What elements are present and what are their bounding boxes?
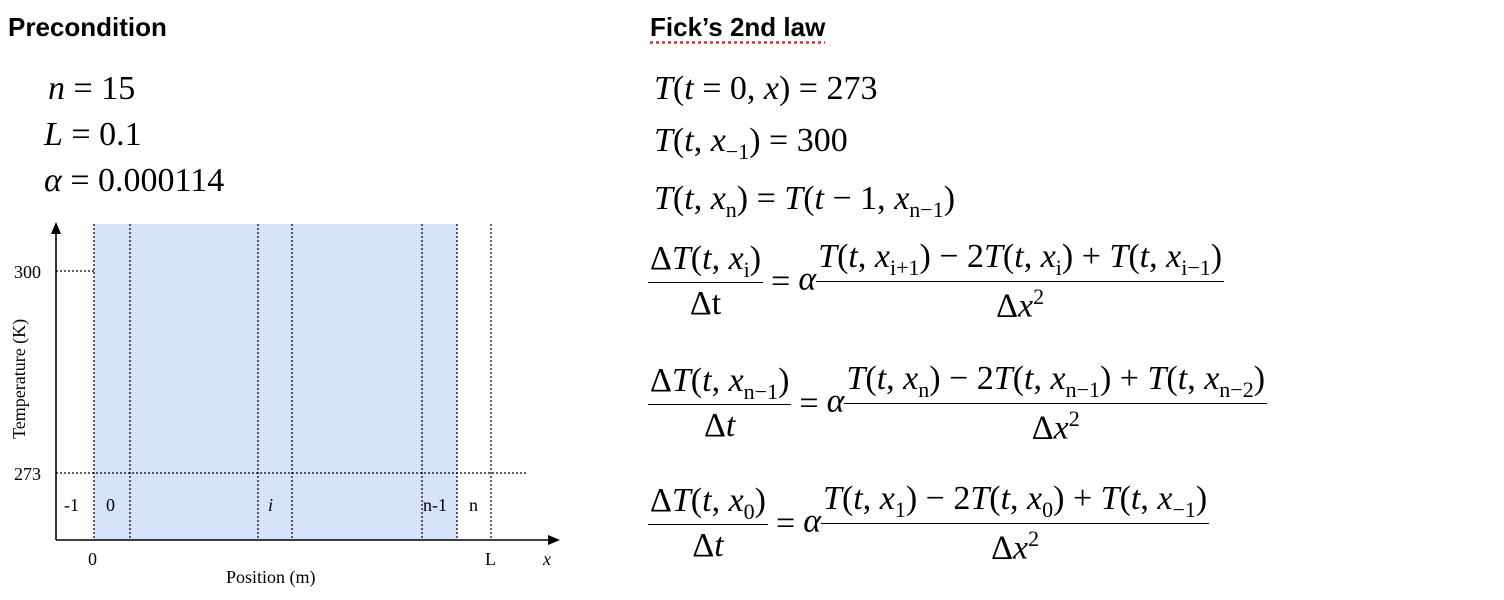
precondition-n: n = 15 <box>48 70 136 107</box>
eq-initial-condition: T(t = 0, x) = 273 <box>654 70 878 107</box>
precondition-L: L = 0.1 <box>44 116 142 153</box>
x-tick-L: L <box>485 549 496 569</box>
y-tick-273: 273 <box>14 464 41 484</box>
grid-diagram: 300 273 0 L x Position (m) Temperature (… <box>9 222 560 588</box>
y-tick-300: 300 <box>14 262 41 282</box>
eq-first-node-update: ΔT(t, x0) Δt = α T(t, x1) − 2T(t, x0) + T(t,… <box>648 480 1210 567</box>
eq-right-boundary: T(t, xn) = T(t − 1, xn−1) <box>654 180 956 222</box>
x-axis-label: Position (m) <box>226 567 316 588</box>
eq-left-boundary: T(t, x−1) = 300 <box>654 122 848 164</box>
y-axis-label: Temperature (K) <box>9 319 30 439</box>
x-axis-arrow <box>548 535 560 545</box>
cell-label-n-1: n-1 <box>423 495 447 515</box>
x-tick-0: 0 <box>88 549 97 569</box>
eq-interior-update: ΔxΔT(t, xi)Δt=αT(t, xi+1) − 2T(t, xi) + … <box>648 238 1225 325</box>
ficks-law-heading: Fick’s 2nd law <box>650 12 826 42</box>
cell-label-n: n <box>469 495 478 515</box>
y-axis-arrow <box>51 222 61 234</box>
cell-label-minus1: -1 <box>64 495 79 515</box>
domain-fill <box>94 224 457 540</box>
x-axis-symbol: x <box>542 549 551 569</box>
precondition-alpha: α = 0.000114 <box>44 162 225 199</box>
axes <box>55 232 550 541</box>
cell-label-0: 0 <box>106 495 115 515</box>
cell-label-i: i <box>268 495 273 515</box>
eq-last-node-update: ΔT(t, xn−1) Δt = α T(t, xn) − 2T(t, xn−1) + … <box>648 360 1268 447</box>
precondition-heading: Precondition <box>8 12 167 42</box>
cell-dividers <box>56 224 526 540</box>
